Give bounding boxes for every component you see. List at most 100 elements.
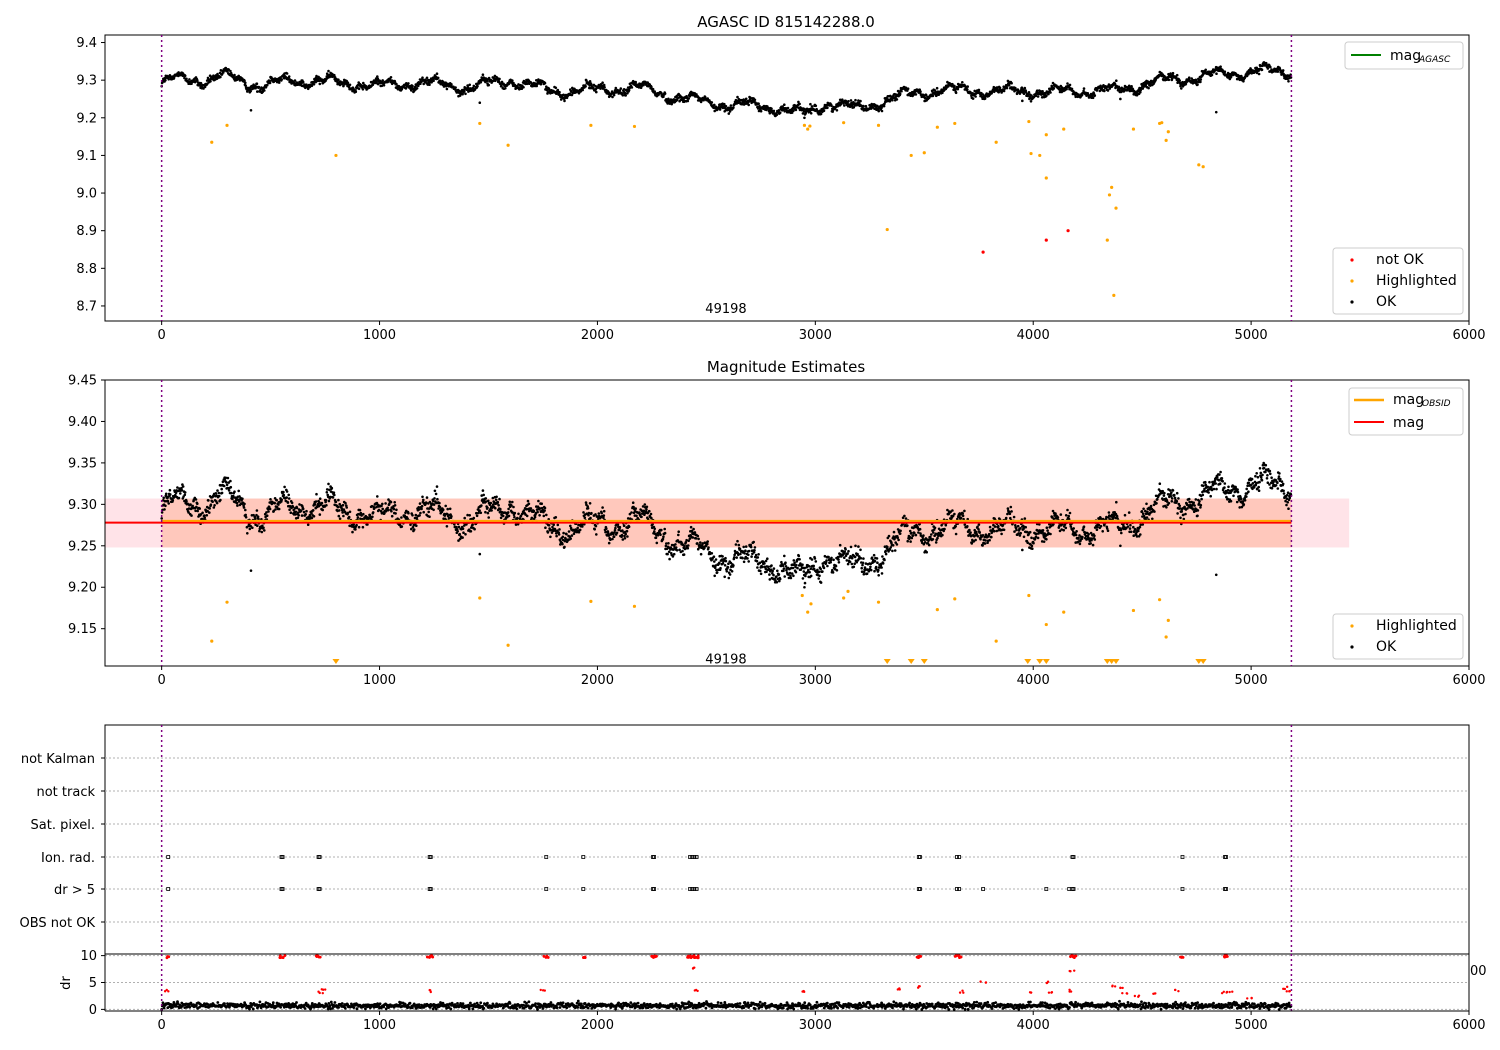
ok-point [846, 102, 849, 105]
ok-point [293, 79, 297, 82]
ok-point [1041, 529, 1045, 532]
ok-point [889, 546, 892, 549]
ok-point [804, 574, 807, 578]
ok-point [993, 525, 997, 528]
ok-point [188, 78, 191, 81]
ok-point [590, 511, 593, 515]
y-tick-label: 9.3 [76, 74, 97, 89]
ok-point [318, 513, 322, 516]
ok-point [201, 511, 204, 515]
ok-point [346, 81, 350, 84]
ok-point [1029, 100, 1033, 103]
ok-point [400, 525, 404, 528]
ok-point [352, 523, 356, 526]
highlighted-point [506, 143, 510, 147]
highlighted-point [1062, 127, 1066, 131]
ok-point [166, 499, 170, 503]
ok-point [337, 514, 341, 518]
ok-point [991, 527, 995, 531]
ok-point [1184, 82, 1188, 85]
ok-point [494, 498, 498, 502]
ok-point [1161, 73, 1164, 76]
ok-point [586, 507, 590, 510]
ok-point [318, 497, 322, 501]
ok-point [565, 532, 568, 536]
highlighted-point [876, 123, 881, 127]
ok-point [381, 502, 384, 506]
ok-point [742, 545, 745, 549]
highlighted-point [1038, 153, 1042, 158]
ok-point [581, 88, 584, 92]
ok-point [797, 554, 801, 558]
ok-point [176, 486, 179, 489]
ok-point [677, 533, 680, 537]
ok-point [830, 556, 833, 560]
ok-point [775, 575, 778, 578]
ok-point [535, 79, 538, 82]
ok-point [336, 505, 340, 509]
ok-point [163, 499, 167, 503]
ok-point [850, 556, 854, 560]
ok-point [877, 574, 880, 577]
ok-point [1242, 80, 1245, 83]
ok-point [526, 499, 530, 503]
ok-point [227, 489, 231, 492]
ok-point [255, 524, 259, 527]
ok-point [914, 533, 918, 537]
ok-point [699, 541, 702, 544]
ok-point [891, 544, 895, 547]
ok-point [390, 514, 394, 518]
ok-point [732, 106, 735, 109]
ok-point [663, 527, 666, 531]
ok-point [792, 574, 795, 578]
ok-point [561, 535, 565, 539]
ok-point [1131, 87, 1135, 91]
ok-point [1012, 515, 1016, 519]
ok-point [216, 489, 219, 492]
ok-point [310, 84, 314, 88]
ok-point [273, 501, 277, 505]
ok-point [651, 87, 655, 91]
ok-point [794, 570, 798, 574]
ok-point [1015, 528, 1018, 532]
ok-point [990, 535, 993, 539]
ok-point [694, 537, 698, 540]
ok-point [699, 552, 703, 556]
ok-point [217, 494, 221, 498]
highlighted-point [210, 140, 214, 144]
ok-point [1196, 83, 1199, 86]
not-ok-point [981, 250, 985, 254]
ok-point [432, 508, 435, 512]
ok-point [450, 83, 453, 86]
ok-point [561, 542, 564, 546]
ok-point [777, 573, 781, 576]
ok-point [812, 564, 815, 568]
ok-point [522, 509, 526, 512]
ok-point [747, 549, 751, 553]
ok-point [798, 558, 801, 561]
ok-point [1041, 90, 1044, 93]
ok-point [692, 527, 695, 531]
ok-point [1178, 79, 1181, 82]
ok-point [249, 108, 253, 112]
ok-point [422, 510, 426, 514]
ok-point [458, 532, 462, 536]
ok-point [1190, 77, 1193, 80]
ok-point [742, 560, 746, 564]
ok-point [463, 516, 467, 520]
ok-point [333, 73, 336, 77]
ok-point [898, 92, 902, 96]
ok-point [936, 536, 939, 540]
ok-point [208, 511, 211, 514]
ok-point [167, 502, 170, 505]
ok-point [727, 562, 730, 565]
ok-point [1019, 531, 1022, 535]
ok-point [756, 556, 760, 559]
ok-point [770, 107, 773, 110]
ok-point [1035, 89, 1039, 92]
ok-point [659, 533, 662, 536]
ok-point [1004, 516, 1008, 520]
ok-point [884, 549, 887, 553]
ok-point [877, 109, 880, 113]
